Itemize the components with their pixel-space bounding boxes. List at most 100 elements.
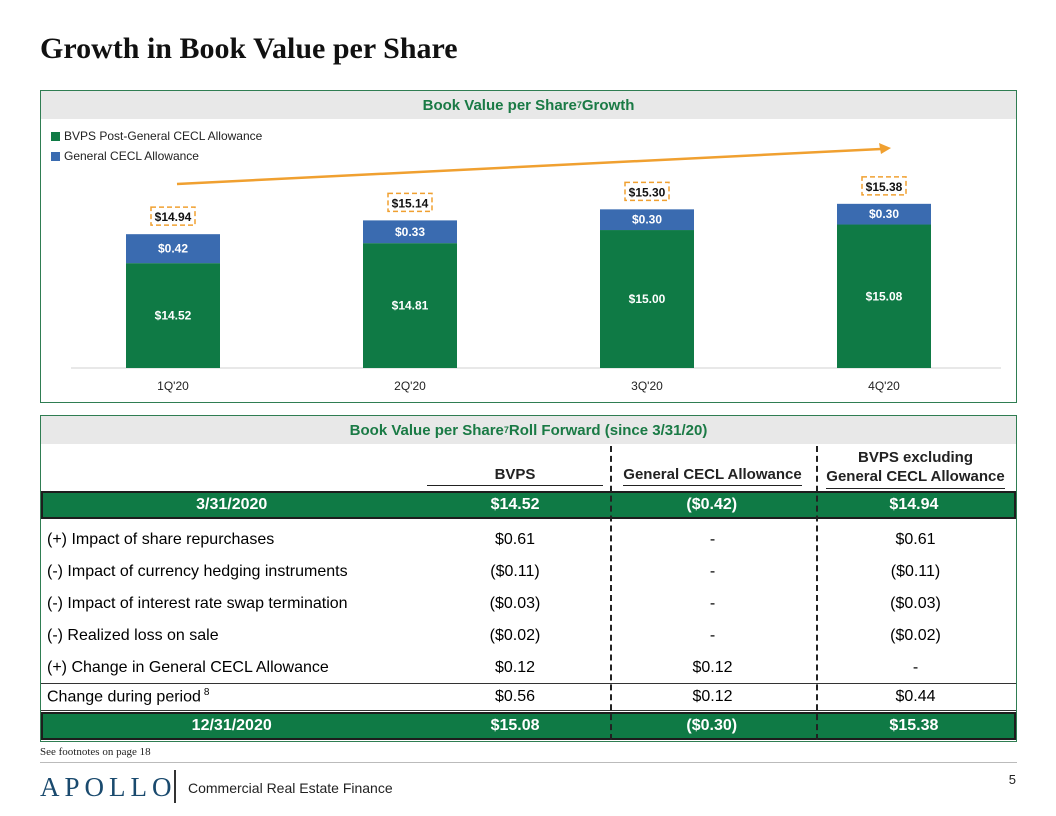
table-row: (+) Change in General CECL Allowance $0.… <box>41 652 1016 684</box>
chart-legend: BVPS Post-General CECL Allowance General… <box>51 126 262 166</box>
x-tick-label: 4Q'20 <box>868 379 900 393</box>
row-divider <box>41 683 1016 684</box>
bar-bvps-post-cecl <box>837 224 931 368</box>
cell-ex: ($0.02) <box>890 627 941 644</box>
row-label: (+) Impact of share repurchases <box>47 531 275 548</box>
page-number: 5 <box>1008 772 1016 787</box>
row-divider <box>41 710 1016 711</box>
bar-bvps-post-cecl <box>600 230 694 368</box>
data-label-cecl: $0.30 <box>632 213 662 227</box>
total-label-box <box>624 181 670 202</box>
page-title: Growth in Book Value per Share <box>40 32 458 65</box>
cell-ex: $0.61 <box>895 531 936 548</box>
data-label-cecl: $0.33 <box>395 225 425 239</box>
bar-general-cecl <box>600 209 694 231</box>
trend-arrow-line <box>176 147 882 186</box>
cell-cecl: ($0.42) <box>686 496 738 513</box>
cell-ex: $14.94 <box>889 496 939 513</box>
column-header-bvps: BVPS <box>420 466 610 486</box>
column-header-bvps-excluding: BVPS excluding General CECL Allowance <box>815 448 1016 489</box>
data-label-bvps: $14.81 <box>392 299 429 313</box>
table-panel-header: Book Value per Share 7 Roll Forward (sinc… <box>41 416 1016 444</box>
table-row: (-) Realized loss on sale ($0.02) - ($0.… <box>41 620 1016 652</box>
bar-bvps-post-cecl <box>363 243 457 368</box>
cell-cecl: ($0.30) <box>686 717 738 734</box>
footer-subtitle: Commercial Real Estate Finance <box>188 780 393 796</box>
column-header-ex-line2: General CECL Allowance <box>826 467 1005 489</box>
bar-general-cecl <box>837 203 931 225</box>
chart-title-sup: 7 <box>576 100 582 110</box>
column-header-cecl-text: General CECL Allowance <box>623 466 802 486</box>
row-label: 12/31/2020 <box>191 717 272 734</box>
row-label: (-) Realized loss on sale <box>47 627 219 644</box>
data-label-cecl: $0.42 <box>158 242 188 256</box>
data-label-cecl: $0.30 <box>869 207 899 221</box>
bvps-chart: $14.52 $0.42 $14.94 1Q'20 $14.81 $0.33 $15.14 2… <box>71 143 1001 393</box>
x-tick-label: 1Q'20 <box>157 379 189 393</box>
table-row-change: Change during period 8 $0.56 $0.12 $0.44 <box>41 684 1016 710</box>
table-row-end: 12/31/2020 $15.08 ($0.30) $15.38 <box>41 712 1016 740</box>
x-tick-label: 2Q'20 <box>394 379 426 393</box>
cell-ex: - <box>912 659 919 676</box>
cell-cecl: $0.12 <box>692 688 733 705</box>
chart-panel: $14.52 $0.42 $14.94 1Q'20 $14.81 $0.33 $15.14 2… <box>40 90 1017 403</box>
table-row: (+) Impact of share repurchases $0.61 - … <box>41 524 1016 556</box>
table-panel: Book Value per Share 7 Roll Forward (sinc… <box>40 415 1017 742</box>
total-label-box <box>150 206 196 226</box>
row-label: (-) Impact of interest rate swap termina… <box>47 595 348 612</box>
total-label-box <box>387 192 433 213</box>
table-row: (-) Impact of interest rate swap termina… <box>41 588 1016 620</box>
chart-panel-header: Book Value per Share 7 Growth <box>41 91 1016 119</box>
column-header-cecl: General CECL Allowance <box>610 466 815 486</box>
row-label: (-) Impact of currency hedging instrumen… <box>47 563 348 580</box>
column-separator <box>816 446 818 740</box>
legend-swatch-green <box>51 131 60 141</box>
row-label: (+) Change in General CECL Allowance <box>47 659 329 676</box>
cell-cecl: - <box>709 627 716 644</box>
table-title-suffix: Roll Forward (since 3/31/20) <box>508 421 708 439</box>
total-label-box <box>861 176 907 196</box>
cell-bvps: $0.56 <box>494 688 536 705</box>
table-row-start: 3/31/2020 $14.52 ($0.42) $14.94 <box>41 491 1016 519</box>
change-label-text: Change during period <box>47 688 201 706</box>
data-label-bvps: $15.00 <box>629 292 666 306</box>
cell-bvps: ($0.02) <box>489 627 541 644</box>
trend-arrow-head <box>879 143 891 154</box>
cell-bvps: ($0.03) <box>489 595 541 612</box>
legend-item-cecl: General CECL Allowance <box>51 146 262 166</box>
table-title-sup: 7 <box>503 425 509 435</box>
cell-bvps: $14.52 <box>490 496 540 513</box>
legend-item-bvps: BVPS Post-General CECL Allowance <box>51 126 262 146</box>
bar-general-cecl <box>126 234 220 264</box>
footnote: See footnotes on page 18 <box>40 746 151 758</box>
table-title: Book Value per Share <box>349 421 504 439</box>
cell-ex: $0.44 <box>895 688 936 705</box>
cell-cecl: - <box>709 531 716 548</box>
data-label-total: $15.14 <box>392 196 429 210</box>
cell-ex: ($0.11) <box>890 563 941 580</box>
column-header-ex-line1: BVPS excluding <box>857 449 974 466</box>
column-separator <box>610 446 612 740</box>
cell-ex: $15.38 <box>889 717 939 734</box>
cell-cecl: - <box>709 595 716 612</box>
cell-ex: ($0.03) <box>890 595 941 612</box>
cell-bvps: $0.12 <box>494 659 536 676</box>
cell-cecl: $0.12 <box>692 659 733 676</box>
cell-bvps: ($0.11) <box>490 563 540 580</box>
legend-label: BVPS Post-General CECL Allowance <box>64 129 263 143</box>
cell-cecl: - <box>709 563 716 580</box>
x-tick-label: 3Q'20 <box>631 379 663 393</box>
data-label-bvps: $15.08 <box>866 289 903 303</box>
legend-label: General CECL Allowance <box>64 149 199 163</box>
bar-general-cecl <box>363 220 457 244</box>
chart-title-suffix: Growth <box>581 96 635 114</box>
bar-bvps-post-cecl <box>126 263 220 368</box>
data-label-total: $15.38 <box>866 180 903 194</box>
chart-title: Book Value per Share <box>422 96 577 114</box>
apollo-logo: APOLLO <box>40 772 177 802</box>
row-label: 3/31/2020 <box>196 496 268 513</box>
data-label-total: $14.94 <box>155 210 192 224</box>
data-label-total: $15.30 <box>629 185 666 199</box>
column-header-bvps-text: BVPS <box>427 466 603 486</box>
table-row: (-) Impact of currency hedging instrumen… <box>41 556 1016 588</box>
